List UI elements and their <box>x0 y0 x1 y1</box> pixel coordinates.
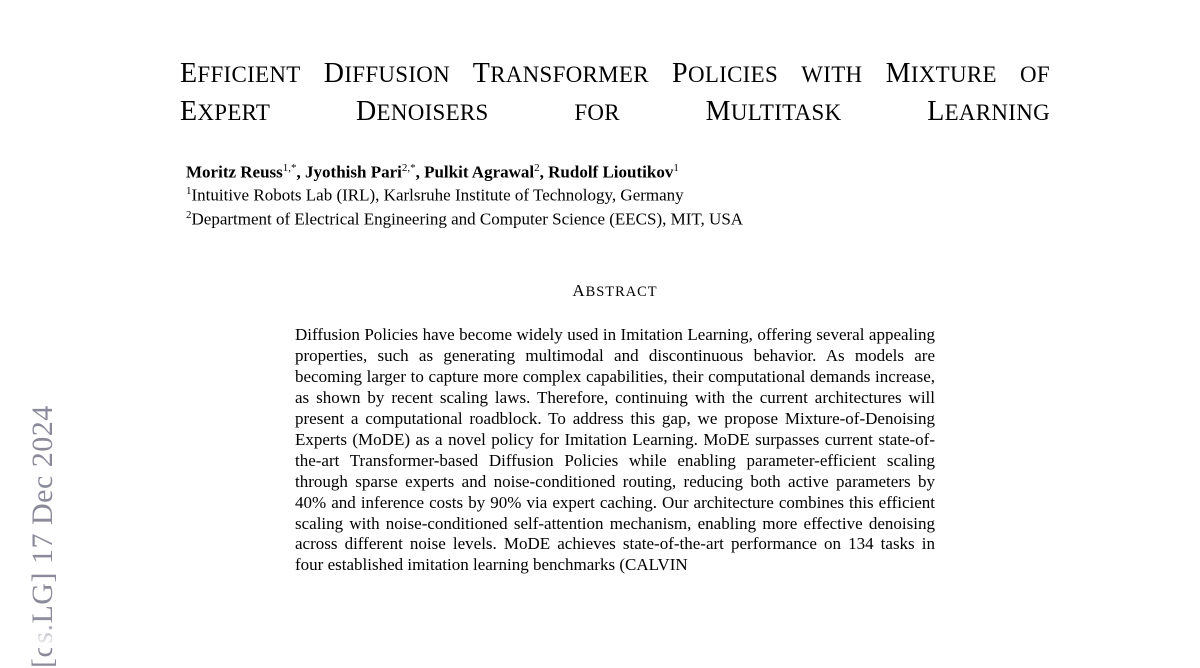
authors-line: Moritz Reuss1,*, Jyothish Pari2,*, Pulki… <box>186 161 1050 185</box>
affiliation-line: 2Department of Electrical Engineering an… <box>186 208 1050 232</box>
authors-block: Moritz Reuss1,*, Jyothish Pari2,*, Pulki… <box>186 161 1050 232</box>
abstract-body: Diffusion Policies have become widely us… <box>295 325 935 576</box>
affiliation-line: 1Intuitive Robots Lab (IRL), Karlsruhe I… <box>186 184 1050 208</box>
abstract-section: ABSTRACT Diffusion Policies have become … <box>180 281 1050 576</box>
paper-page: EFFICIENT DIFFUSION TRANSFORMER POLICIES… <box>180 55 1050 576</box>
bottom-fade <box>0 618 1200 648</box>
arxiv-stamp: [cs.LG] 17 Dec 2024 <box>26 405 60 668</box>
abstract-heading: ABSTRACT <box>180 281 1050 301</box>
paper-title: EFFICIENT DIFFUSION TRANSFORMER POLICIES… <box>180 55 1050 131</box>
